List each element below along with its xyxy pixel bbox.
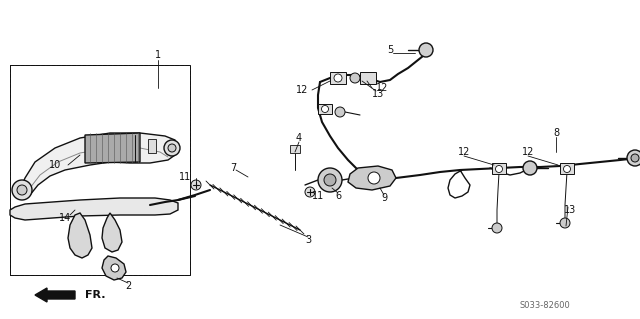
- Text: 12: 12: [376, 83, 388, 93]
- Bar: [360, 72, 376, 84]
- Text: 10: 10: [49, 160, 61, 170]
- Text: 11: 11: [179, 172, 191, 182]
- Text: 4: 4: [296, 133, 302, 143]
- Polygon shape: [10, 198, 178, 220]
- Text: 7: 7: [230, 163, 236, 173]
- Polygon shape: [102, 213, 122, 252]
- Circle shape: [305, 187, 315, 197]
- Circle shape: [318, 168, 342, 192]
- Text: 9: 9: [381, 193, 387, 203]
- Bar: [330, 72, 346, 84]
- Polygon shape: [20, 133, 178, 198]
- Circle shape: [168, 144, 176, 152]
- Circle shape: [563, 166, 570, 173]
- Circle shape: [111, 264, 119, 272]
- Bar: [492, 163, 506, 174]
- Polygon shape: [348, 166, 396, 190]
- Text: 1: 1: [155, 50, 161, 60]
- Circle shape: [631, 154, 639, 162]
- Circle shape: [17, 185, 27, 195]
- Text: 3: 3: [305, 235, 311, 245]
- Circle shape: [324, 174, 336, 186]
- Circle shape: [334, 74, 342, 82]
- Polygon shape: [85, 133, 140, 163]
- Text: 6: 6: [335, 191, 341, 201]
- Text: 14: 14: [59, 213, 71, 223]
- Text: 12: 12: [458, 147, 470, 157]
- Bar: [148, 139, 156, 153]
- Circle shape: [419, 43, 433, 57]
- Text: 11: 11: [312, 191, 324, 201]
- Text: FR.: FR.: [85, 290, 106, 300]
- Text: 2: 2: [125, 281, 131, 291]
- Polygon shape: [102, 256, 126, 280]
- Text: 13: 13: [372, 89, 384, 99]
- Text: 5: 5: [387, 45, 393, 55]
- Circle shape: [191, 180, 201, 190]
- Circle shape: [495, 166, 502, 173]
- Circle shape: [368, 172, 380, 184]
- Bar: [10, 65, 190, 275]
- Polygon shape: [68, 213, 92, 258]
- Bar: [318, 104, 332, 114]
- Text: S033-82600: S033-82600: [520, 300, 571, 309]
- Bar: [290, 145, 300, 153]
- Text: 13: 13: [564, 205, 576, 215]
- Circle shape: [627, 150, 640, 166]
- Circle shape: [335, 107, 345, 117]
- Circle shape: [321, 106, 328, 113]
- Text: 12: 12: [296, 85, 308, 95]
- Circle shape: [350, 73, 360, 83]
- Circle shape: [164, 140, 180, 156]
- Text: 12: 12: [522, 147, 534, 157]
- Circle shape: [12, 180, 32, 200]
- Bar: [560, 163, 574, 174]
- FancyArrow shape: [35, 288, 75, 302]
- Bar: [10, 65, 190, 275]
- Circle shape: [523, 161, 537, 175]
- Text: 8: 8: [553, 128, 559, 138]
- Circle shape: [492, 223, 502, 233]
- Circle shape: [560, 218, 570, 228]
